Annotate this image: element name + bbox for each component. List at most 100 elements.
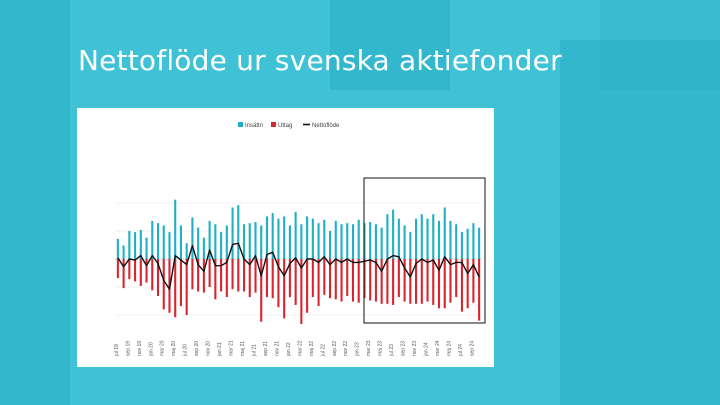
x-tick-label: jan 20 (148, 342, 154, 357)
inflow-bar (145, 237, 148, 259)
x-tick-label: mar 24 (435, 340, 441, 356)
outflow-bar (323, 259, 326, 295)
outflow-bar (340, 259, 343, 302)
inflow-bar (432, 214, 435, 259)
inflow-bar (409, 232, 412, 259)
outflow-bar (145, 259, 148, 283)
inflow-bar (116, 238, 119, 259)
outflow-bar (392, 259, 395, 305)
inflow-bar (277, 218, 280, 259)
inflow-bar (254, 222, 257, 259)
inflow-bar (357, 219, 360, 259)
inflow-bar (151, 220, 154, 259)
x-tick-label: maj 22 (309, 341, 315, 356)
inflow-bar (168, 232, 171, 259)
outflow-bar (397, 259, 400, 298)
x-tick-label: sep 23 (401, 341, 407, 356)
inflow-bar (174, 199, 177, 259)
x-tick-label: nov 20 (206, 341, 212, 356)
outflow-bar (478, 259, 481, 321)
inflow-bar (197, 227, 200, 259)
outflow-bar (254, 259, 257, 293)
outflow-bar (306, 259, 309, 313)
outflow-bar (151, 259, 154, 291)
outflow-bar (248, 259, 251, 298)
x-tick-label: mar 22 (297, 340, 303, 356)
inflow-bar (323, 219, 326, 259)
legend-swatch (238, 122, 243, 127)
legend-label: Nettoflöde (312, 123, 340, 129)
inflow-bar (122, 245, 125, 259)
legend-label: Insättn (245, 123, 263, 129)
outflow-bar (346, 259, 349, 296)
inflow-bar (271, 213, 274, 259)
inflow-bar (380, 227, 383, 259)
outflow-bar (386, 259, 389, 304)
outflow-bar (432, 259, 435, 305)
outflow-bar (426, 259, 429, 302)
outflow-bar (409, 259, 412, 304)
inflow-bar (242, 224, 246, 259)
inflow-bar (162, 225, 165, 259)
inflow-bar (397, 218, 400, 259)
x-tick-label: sep 24 (469, 341, 475, 356)
outflow-bar (265, 259, 269, 298)
inflow-bar (403, 225, 406, 259)
inflow-bar (185, 243, 188, 259)
inflow-bar (225, 225, 228, 259)
inflow-bar (460, 232, 463, 259)
outflow-bar (237, 259, 240, 292)
inflow-bar (420, 214, 423, 259)
outflow-bar (455, 259, 458, 298)
outflow-bar (185, 259, 188, 315)
inflow-bar (237, 205, 240, 259)
x-tick-label: nov 23 (412, 341, 418, 356)
outflow-bar (174, 259, 177, 318)
outflow-bar (122, 259, 125, 289)
x-tick-label: maj 20 (171, 341, 177, 356)
outflow-bar (449, 259, 452, 303)
inflow-bar (455, 224, 458, 259)
inflow-bar (202, 237, 205, 259)
inflow-bar (334, 220, 337, 259)
x-tick-label: jan 23 (355, 342, 361, 357)
outflow-bar (328, 259, 332, 299)
x-tick-label: jul 23 (389, 344, 395, 357)
inflow-bar (283, 216, 286, 259)
inflow-bar (426, 218, 429, 259)
x-tick-label: maj 21 (240, 341, 246, 356)
outflow-bar (139, 259, 142, 286)
outflow-bar (294, 259, 297, 305)
x-tick-label: nov 19 (137, 341, 143, 356)
outflow-bar (134, 259, 137, 282)
inflow-bar (214, 224, 217, 259)
chart-card: Insättn Uttag Nettoflöde jul 19 sep 19 nov 1… (77, 108, 494, 367)
outflow-bar (437, 259, 441, 309)
x-tick-label: jul 20 (183, 344, 189, 357)
x-tick-label: sep 19 (125, 341, 131, 356)
inflow-bar (386, 214, 389, 259)
legend-label: Uttag (278, 123, 292, 129)
outflow-bar (128, 259, 131, 280)
inflow-bar (340, 224, 343, 259)
outflow-bar (197, 259, 200, 292)
outflow-bar (225, 259, 228, 298)
outflow-bar (460, 259, 463, 312)
inflow-bar (128, 231, 131, 259)
inflow-bar (220, 232, 223, 259)
outflow-bar (317, 259, 320, 307)
inflow-bar (294, 211, 297, 259)
inflow-bar (317, 223, 320, 259)
inflow-bar (265, 216, 269, 259)
outflow-bar (156, 259, 160, 296)
outflow-bar (179, 259, 182, 307)
x-tick-label: jan 21 (217, 342, 223, 357)
outflow-bar (231, 259, 234, 290)
x-axis-tick-labels: jul 19 sep 19 nov 19 jan 20 mar 20 maj 20 jul … (114, 340, 476, 357)
x-tick-label: sep 20 (194, 341, 200, 356)
inflow-bar (478, 227, 481, 259)
outflow-bar (369, 259, 372, 301)
outflow-bar (380, 259, 383, 304)
inflow-bar (156, 223, 160, 259)
inflow-bar (306, 216, 309, 259)
